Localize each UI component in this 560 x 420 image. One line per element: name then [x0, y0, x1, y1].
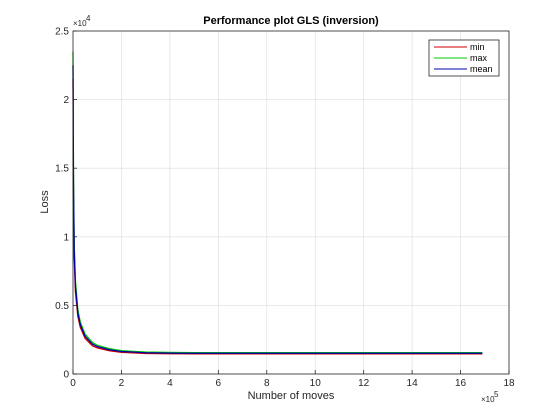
chart-title: Performance plot GLS (inversion) — [203, 15, 379, 27]
plot-area — [73, 31, 509, 374]
legend-label-max: max — [470, 53, 488, 63]
x-tick-label: 10 — [310, 378, 322, 389]
x-exponent-base: ×10 — [481, 395, 495, 404]
x-tick-label: 4 — [167, 378, 173, 389]
x-tick-label: 8 — [264, 378, 270, 389]
x-tick-label: 2 — [119, 378, 125, 389]
x-tick-label: 0 — [70, 378, 76, 389]
x-exponent-power: 5 — [494, 390, 499, 399]
x-tick-label: 14 — [407, 378, 419, 389]
x-tick-label: 6 — [216, 378, 222, 389]
y-exponent-power: 4 — [86, 14, 91, 23]
x-axis-label: Number of moves — [248, 390, 335, 402]
y-tick-label: 0.5 — [55, 301, 69, 312]
y-axis-label: Loss — [39, 190, 51, 214]
legend: min max mean — [429, 40, 499, 76]
y-tick-label: 1.5 — [55, 164, 69, 175]
legend-label-min: min — [470, 42, 485, 52]
y-tick-label: 2.5 — [55, 27, 69, 38]
y-tick-label: 1 — [63, 232, 69, 243]
legend-label-mean: mean — [470, 64, 493, 74]
y-tick-label: 2 — [63, 95, 69, 106]
x-tick-label: 18 — [503, 378, 515, 389]
y-tick-label: 0 — [63, 370, 69, 381]
x-tick-label: 12 — [358, 378, 370, 389]
x-tick-label: 16 — [455, 378, 467, 389]
y-exponent-base: ×10 — [73, 19, 87, 28]
